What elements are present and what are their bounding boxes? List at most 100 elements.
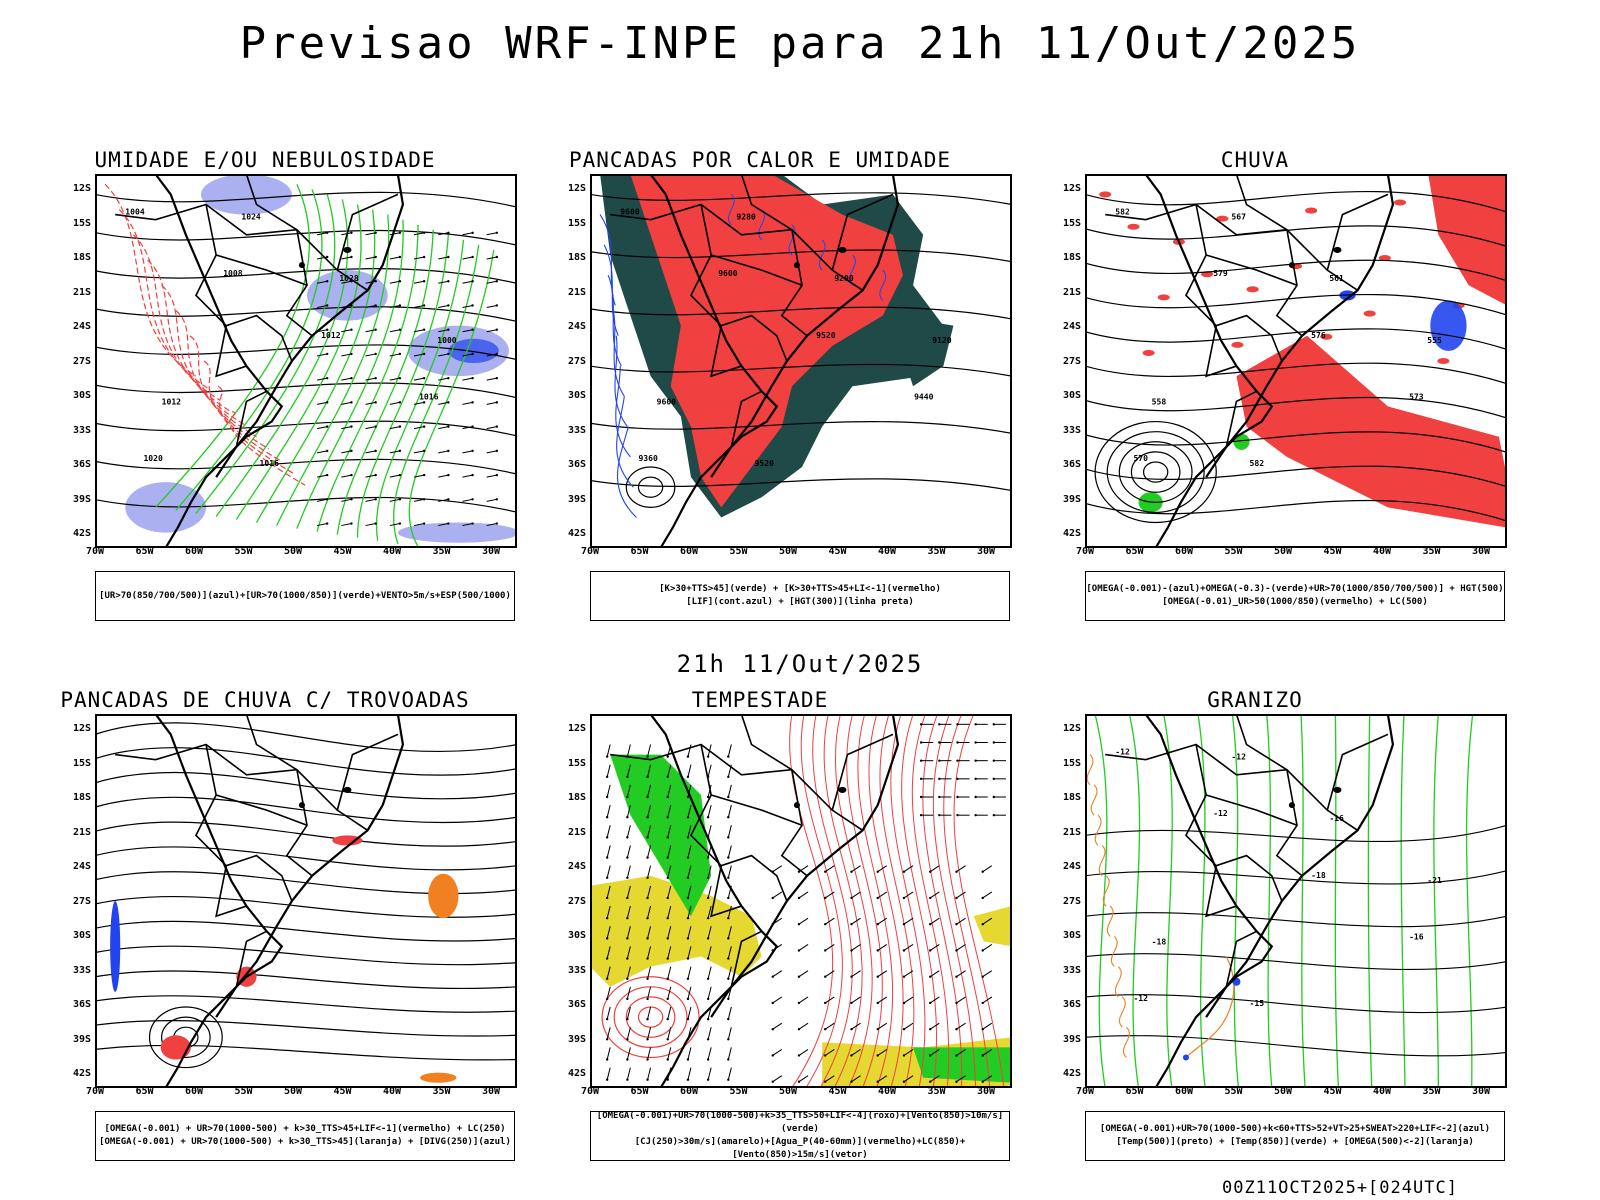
wind-vector	[447, 231, 450, 234]
map-panel-pancadas-calor: PANCADAS POR CALOR E UMIDADE 9600 9600 9520…	[545, 148, 1012, 621]
wind-850-vector	[727, 977, 730, 980]
state-border	[710, 254, 803, 287]
isobar	[95, 458, 517, 475]
wind-850-vector	[647, 1067, 652, 1080]
wind-850-vector	[626, 905, 631, 919]
wind-850-vector	[606, 744, 611, 757]
wind-850-vector	[667, 986, 672, 1000]
wind-850-vector	[646, 755, 649, 758]
legend-line: [OMEGA(-0.001)+UR>70(1000-500)+k>35_TTS>…	[596, 1111, 1004, 1134]
wind-850-vector	[797, 1054, 801, 1057]
contour-label: 561	[1329, 274, 1344, 283]
wind-vector	[486, 450, 497, 454]
latitude-label: 12S	[1062, 183, 1081, 194]
lc-850-contour	[922, 714, 963, 1088]
wind-850-vector	[727, 804, 732, 818]
wind-vector	[495, 473, 499, 477]
wind-850-vector	[727, 856, 730, 859]
temp-850-contour	[1334, 714, 1340, 1088]
humidity-1000-850-contour	[175, 189, 323, 511]
wind-850-vector	[605, 1017, 609, 1021]
wind-850-vector	[981, 1080, 984, 1083]
contour-label: 582	[1115, 208, 1130, 217]
wind-850-vector	[824, 891, 835, 899]
contour-label: 9600	[718, 269, 738, 278]
wind-850-vector	[797, 896, 801, 900]
lif-contour	[607, 274, 622, 367]
latitude-label: 21S	[72, 826, 91, 838]
longitude-label: 50W	[778, 1086, 798, 1097]
omega-500-contour	[1102, 875, 1110, 907]
wind-850-vector	[877, 891, 888, 899]
wind-850-vector	[992, 777, 996, 781]
wind-850-vector	[877, 996, 888, 1004]
wind-850-vector	[938, 723, 941, 726]
wind-850-vector	[626, 885, 631, 899]
wind-850-vector	[956, 891, 966, 899]
wind-850-vector	[797, 1001, 801, 1005]
wind-vector	[438, 474, 449, 478]
wind-850-vector	[646, 1078, 649, 1081]
wind-vector	[471, 352, 474, 356]
wind-vector	[317, 377, 328, 381]
wind-vector	[438, 498, 449, 502]
state-border	[245, 174, 298, 231]
wind-850-vector	[981, 923, 984, 926]
state-border	[710, 794, 803, 827]
lake	[343, 786, 352, 793]
state-border	[740, 714, 793, 771]
longitude-label: 45W	[828, 546, 847, 557]
wind-850-vector	[727, 905, 732, 919]
longitude-label: 35W	[927, 546, 946, 557]
legend-line: [CJ(250)>30m/s](amarelo)+[Agua_P(40-60mm…	[634, 1137, 966, 1160]
wind-850-vector	[982, 943, 993, 951]
humidity-1000-850-contour	[356, 234, 450, 538]
wind-850-vector	[974, 759, 977, 762]
wind-850-vector	[647, 804, 652, 818]
wind-850-vector	[798, 970, 809, 978]
wind-vector	[462, 256, 473, 260]
wind-vector	[462, 232, 473, 236]
wind-vector	[462, 329, 473, 333]
wind-vector	[325, 328, 329, 331]
hgt-500-contour	[1085, 397, 1507, 419]
panel-title: GRANIZO	[1207, 688, 1303, 712]
wind-850-vector	[686, 815, 690, 819]
wind-850-vector	[626, 966, 631, 979]
wind-850-vector	[707, 1027, 712, 1040]
wind-850-vector	[666, 1038, 669, 1041]
lif-contour	[727, 194, 735, 226]
lc-850-contour	[879, 714, 915, 1088]
map-area: 12S 15S 18S 21S 24S 27S 30S 33S 36S 39S 42S 70W 65W 6…	[73, 714, 517, 1097]
convection-area	[420, 1072, 457, 1083]
wind-850-vector	[727, 916, 730, 920]
contour-label: 9360	[638, 454, 658, 463]
rain-cell	[1142, 349, 1155, 356]
map-panel-umidade: UMIDADE E/OU NEBULOSIDADE 1004 1008 1012 101…	[50, 148, 517, 621]
lake	[793, 262, 800, 269]
wind-vector	[317, 232, 328, 236]
coastline	[710, 714, 900, 1018]
wind-850-vector	[851, 1075, 861, 1083]
wind-850-vector	[666, 1058, 669, 1061]
hgt-500-contour	[1085, 259, 1507, 282]
wind-850-vector	[727, 1058, 730, 1061]
wind-vector	[413, 377, 425, 381]
omega-500-contour	[1123, 1026, 1130, 1058]
longitude-label: 40W	[382, 1086, 402, 1097]
wind-vector	[398, 328, 402, 331]
wind-vector	[341, 474, 352, 478]
wind-850-vector	[626, 1027, 631, 1040]
wind-vector	[486, 304, 497, 308]
wind-vector	[447, 473, 450, 477]
wind-vector	[398, 449, 402, 453]
contour-label: 1024	[241, 213, 261, 222]
wind-vector	[486, 377, 497, 381]
wind-850-vector	[981, 975, 984, 978]
wind-850-vector	[955, 1001, 958, 1005]
wind-850-vector	[606, 946, 611, 959]
wind-vector	[413, 353, 425, 357]
wind-850-vector	[929, 1028, 932, 1031]
wind-850-vector	[797, 1080, 801, 1083]
